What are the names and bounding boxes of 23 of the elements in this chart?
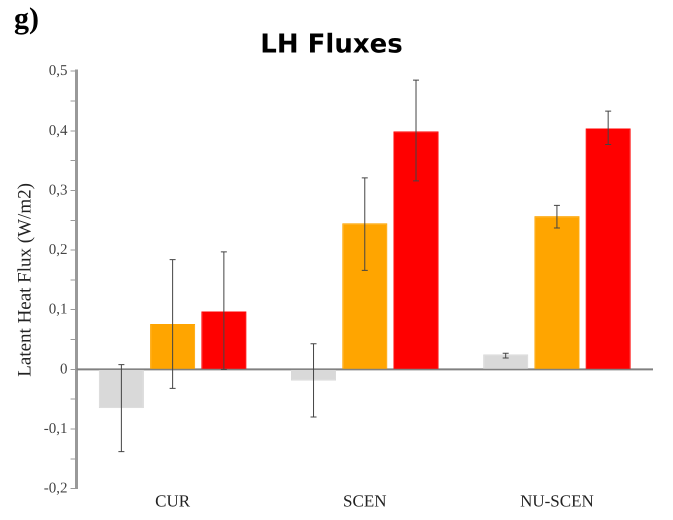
bar	[586, 128, 631, 369]
chart-title: LH Fluxes	[260, 29, 403, 60]
y-tick-label: 0,2	[48, 242, 68, 258]
x-tick-label: CUR	[155, 491, 191, 510]
x-tick-label: SCEN	[343, 491, 387, 510]
bar	[534, 216, 580, 369]
y-tick-label: 0,5	[48, 63, 68, 80]
bar	[483, 354, 528, 369]
bar	[201, 312, 246, 369]
bar	[342, 223, 388, 369]
y-axis-title: Latent Heat Flux (W/m2)	[14, 183, 36, 377]
y-tick-label: -0,2	[44, 480, 68, 497]
text: g)	[14, 2, 39, 36]
bar	[290, 370, 336, 381]
y-tick-label: -0,1	[44, 420, 68, 437]
bar	[98, 370, 144, 408]
y-tick-label: 0,3	[48, 182, 68, 198]
y-tick-label: 0,4	[48, 122, 68, 139]
y-tick-label: 0	[60, 361, 68, 378]
bar	[393, 131, 439, 369]
y-tick-label: 0,1	[48, 302, 68, 318]
x-tick-label: NU-SCEN	[520, 491, 594, 510]
bar	[150, 324, 196, 369]
